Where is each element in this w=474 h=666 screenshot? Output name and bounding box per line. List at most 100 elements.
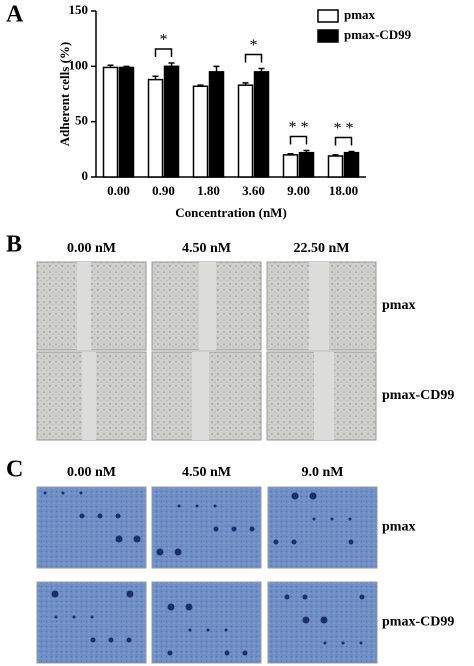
stained-cell (188, 628, 192, 632)
x-tick-label: 0.00 (107, 183, 130, 198)
stained-cell (54, 615, 58, 619)
stained-cell (174, 548, 182, 556)
stained-cell (177, 504, 181, 508)
row-label: pmax (382, 298, 415, 313)
error-bar (303, 149, 310, 153)
error-bar (107, 64, 114, 68)
stained-cell (156, 548, 164, 556)
x-tick-label: 3.60 (242, 183, 265, 198)
micrograph (151, 581, 262, 664)
stained-cell (72, 615, 76, 619)
significance-label: * * (289, 119, 309, 136)
stained-cell (249, 526, 255, 532)
stained-cell (320, 616, 328, 624)
x-tick-label: 18.00 (329, 183, 358, 198)
significance-bracket (154, 48, 173, 58)
wound-gap (82, 352, 96, 440)
legend-label: pmax (344, 7, 376, 22)
stained-cell (284, 594, 290, 600)
error-bar (213, 65, 220, 72)
panel-label: B (6, 232, 22, 258)
stained-cell (323, 641, 327, 645)
stained-cell (90, 637, 96, 643)
stained-cell (291, 539, 297, 545)
stained-cell (312, 517, 316, 521)
wound-gap (77, 262, 91, 350)
error-bar (287, 153, 294, 155)
micrograph (36, 486, 147, 569)
stained-cell (79, 513, 85, 519)
stained-cell (224, 650, 230, 656)
y-tick-label: 100 (69, 57, 89, 72)
legend-swatch (317, 29, 339, 43)
stained-cell (302, 594, 308, 600)
stained-cell (206, 628, 210, 632)
stained-cell (195, 504, 199, 508)
stained-cell (224, 628, 228, 632)
stained-cell (61, 491, 65, 495)
stained-cell (213, 526, 219, 532)
row-label: pmax-CD99 (382, 388, 454, 403)
error-bar (197, 84, 204, 87)
bar (102, 66, 119, 178)
stained-cell (309, 492, 317, 500)
bar (282, 154, 299, 178)
stained-cell (213, 504, 217, 508)
y-tick-label: 0 (82, 168, 89, 183)
row-label: pmax (382, 520, 415, 535)
significance-label: * (160, 32, 168, 49)
column-label: 22.50 nM (294, 241, 350, 256)
stained-cell (97, 513, 103, 519)
wound-gap (309, 262, 329, 350)
wound-gap (314, 352, 334, 440)
legend-swatch (317, 9, 339, 23)
y-axis-label: Adherent cells (%) (57, 42, 72, 146)
bar (163, 65, 180, 178)
stained-cell (359, 594, 365, 600)
stained-cell (79, 491, 83, 495)
micrograph (36, 261, 147, 351)
stained-cell (51, 590, 59, 598)
stained-cell (359, 641, 363, 645)
column-label: 4.50 nM (182, 241, 231, 256)
error-bar (348, 150, 355, 153)
bar (253, 71, 270, 178)
stained-cell (185, 603, 193, 611)
stained-cell (341, 641, 345, 645)
x-tick-label: 0.90 (152, 183, 175, 198)
legend-label: pmax-CD99 (344, 27, 412, 42)
wound-gap (192, 352, 209, 440)
stained-cell (167, 603, 175, 611)
stained-cell (108, 637, 114, 643)
stained-cell (133, 535, 141, 543)
stained-cell (302, 616, 310, 624)
row-label: pmax-CD99 (382, 615, 454, 630)
bar (237, 84, 254, 178)
error-bar (332, 154, 339, 156)
panel-label: C (6, 457, 23, 483)
x-tick-label: 1.80 (197, 183, 220, 198)
error-bar (123, 65, 130, 68)
stained-cell (90, 615, 94, 619)
stained-cell (115, 535, 123, 543)
error-bar (242, 82, 249, 86)
y-tick-label: 150 (69, 2, 89, 17)
wound-gap (199, 262, 216, 350)
bar (192, 85, 209, 178)
stained-cell (167, 650, 173, 656)
column-label: 0.00 nM (67, 465, 116, 480)
bar (298, 151, 315, 178)
bar (343, 151, 360, 178)
stained-cell (43, 491, 47, 495)
bar (208, 71, 225, 178)
stained-cell (242, 650, 248, 656)
significance-bracket (289, 135, 308, 145)
stained-cell (126, 637, 132, 643)
significance-label: * * (334, 120, 354, 137)
significance-label: * (250, 37, 258, 54)
error-bar (168, 62, 175, 67)
stained-cell (115, 513, 121, 519)
stained-cell (330, 517, 334, 521)
y-tick-label: 50 (75, 113, 88, 128)
